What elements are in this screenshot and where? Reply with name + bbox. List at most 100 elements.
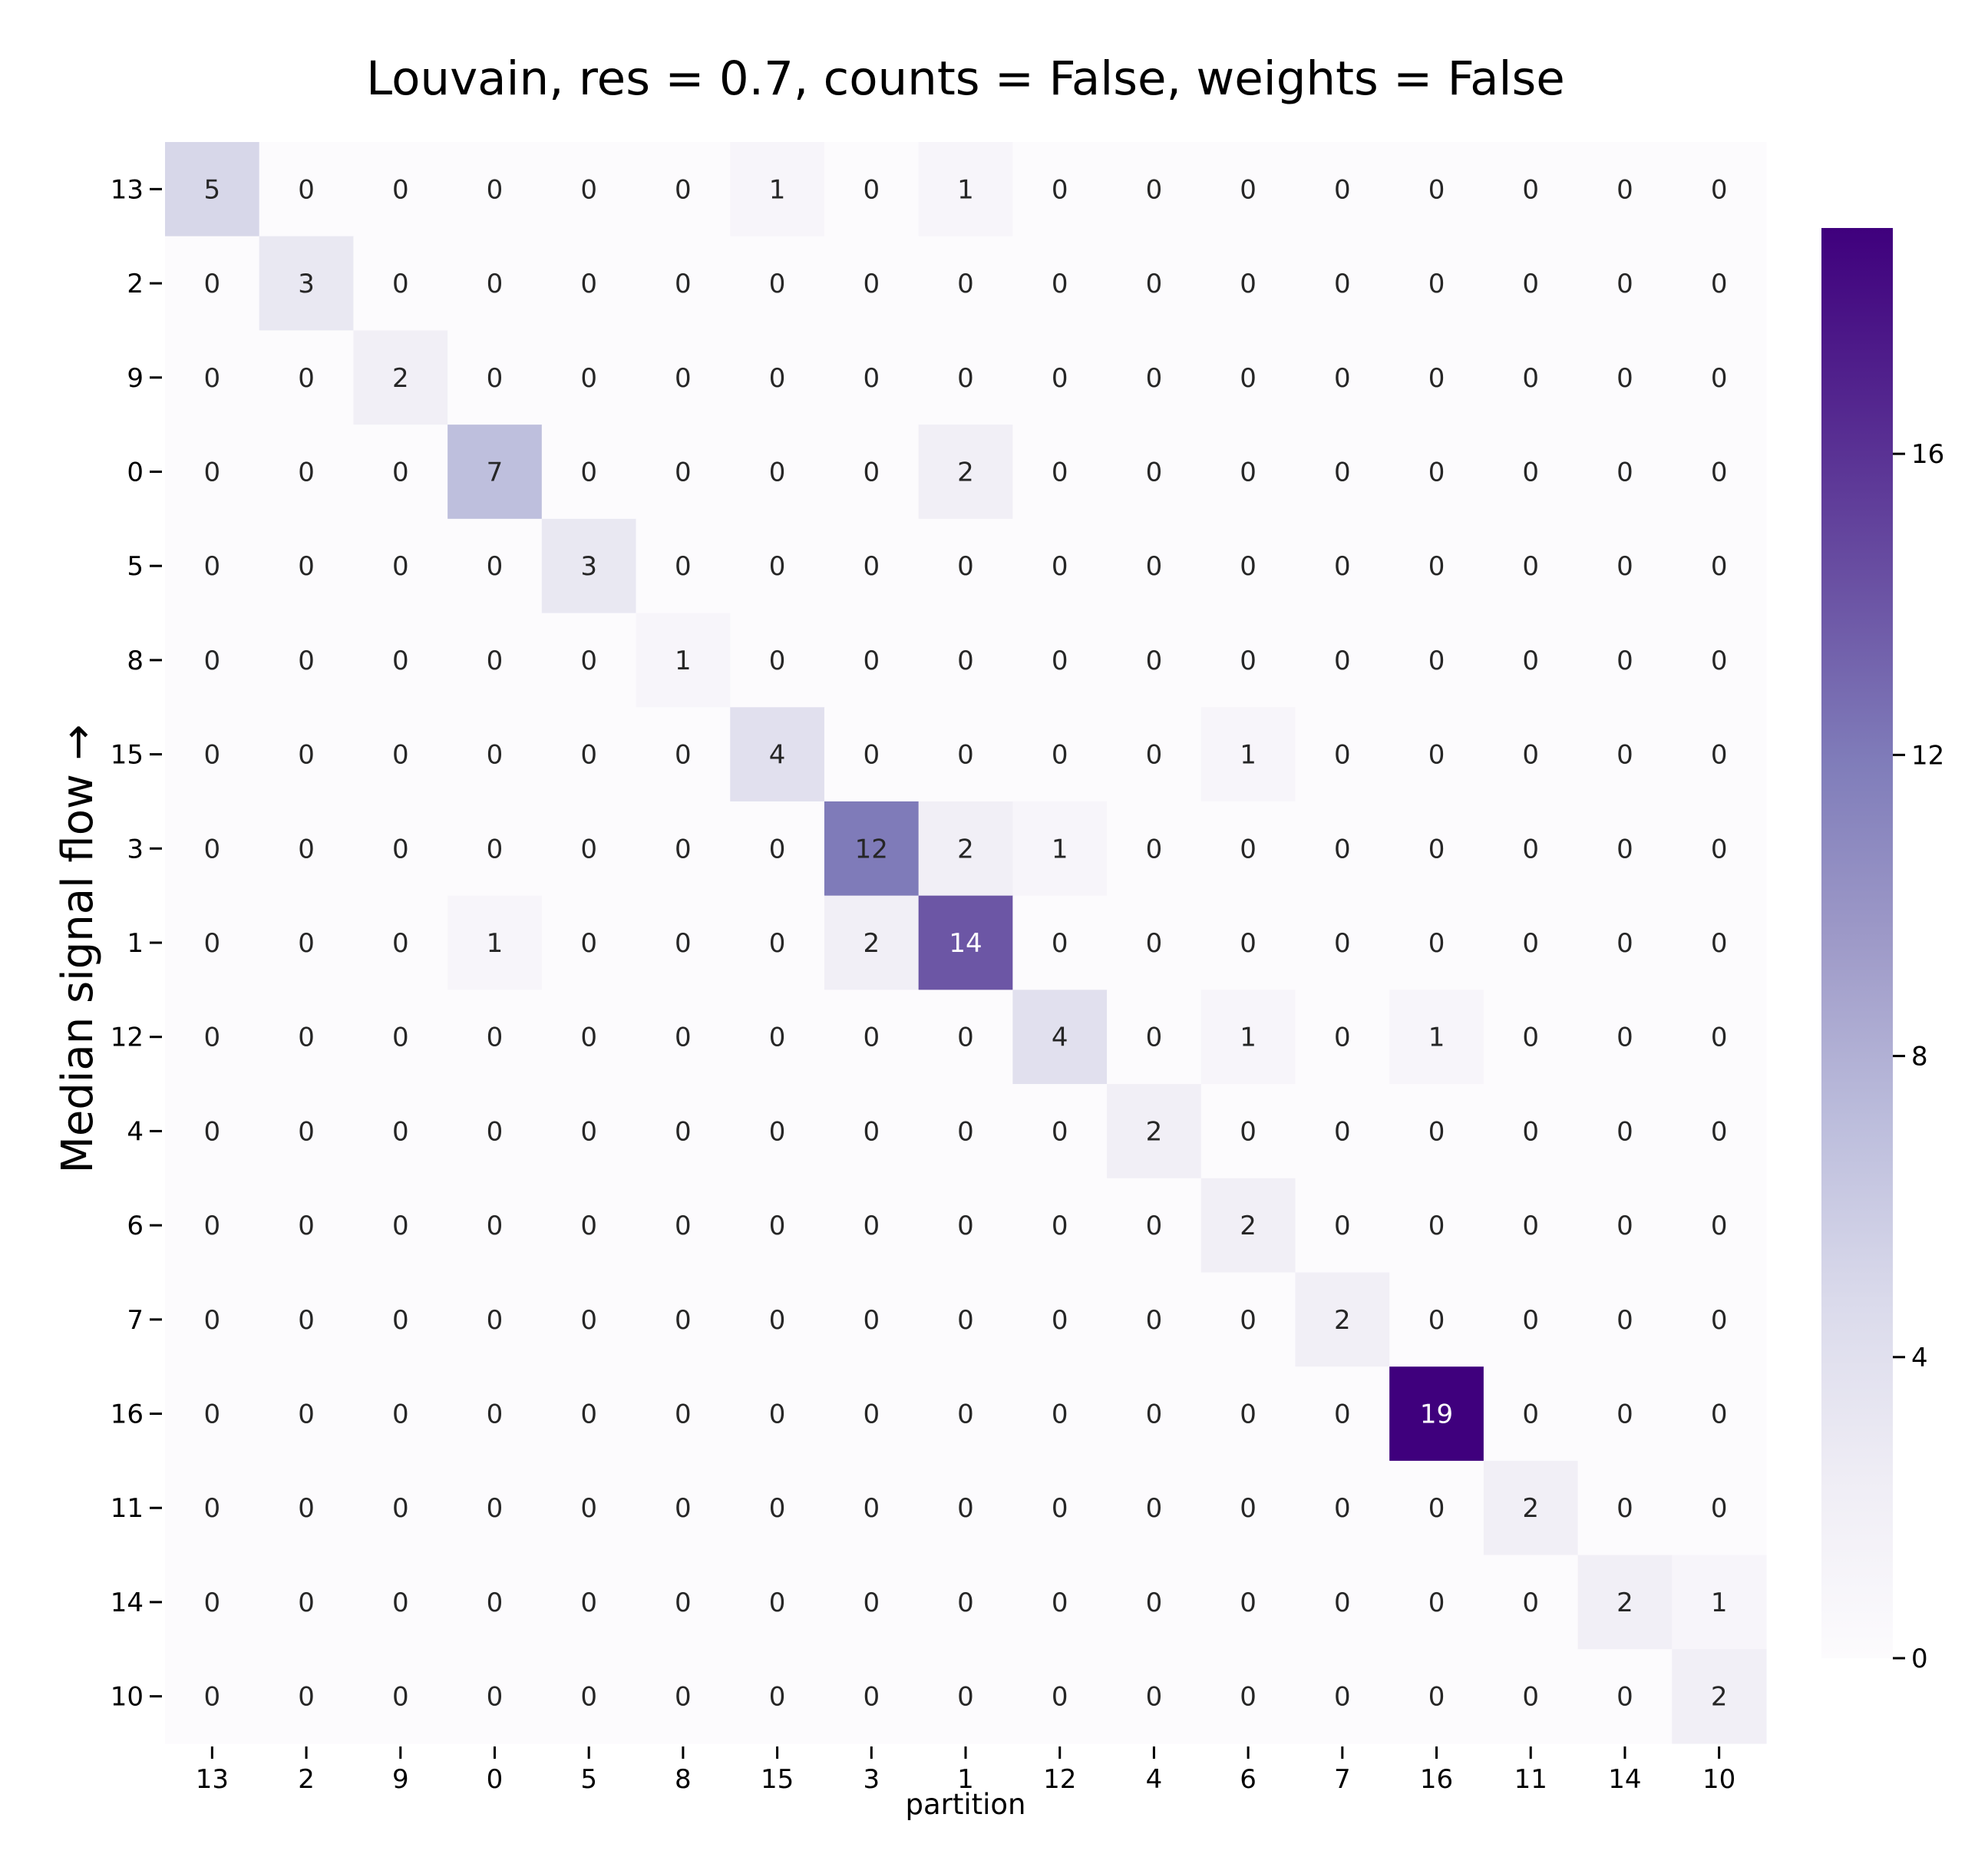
heatmap-cell — [1107, 895, 1202, 990]
cell-value-label: 0 — [1522, 1588, 1539, 1618]
heatmap-cell — [165, 707, 260, 802]
heatmap-cell — [636, 1178, 731, 1274]
x-tick-label: 12 — [1043, 1764, 1076, 1795]
cell-value-label: 0 — [1428, 928, 1445, 959]
heatmap-cell — [1672, 1084, 1767, 1179]
heatmap-cell — [447, 330, 543, 425]
heatmap-cell — [918, 142, 1013, 237]
cell-value-label: 0 — [580, 1116, 597, 1147]
cell-value-label: 0 — [1522, 1116, 1539, 1147]
heatmap-cell — [730, 518, 825, 614]
heatmap-cell — [1389, 1178, 1484, 1274]
x-tick-label: 8 — [675, 1764, 692, 1795]
heatmap-cell — [636, 1366, 731, 1462]
y-tick-label: 2 — [127, 269, 144, 299]
heatmap-cell — [824, 330, 920, 425]
cell-value-label: 0 — [1711, 1211, 1728, 1241]
heatmap-cell — [165, 1460, 260, 1556]
heatmap-cell — [1577, 1084, 1673, 1179]
cell-value-label: 0 — [1146, 1588, 1163, 1618]
heatmap-cell — [447, 1555, 543, 1650]
cell-value-label: 0 — [298, 1493, 315, 1524]
cell-value-label: 0 — [1052, 928, 1068, 959]
heatmap-cell — [824, 1366, 920, 1462]
cell-value-label: 0 — [769, 269, 786, 299]
cell-value-label: 0 — [863, 1682, 880, 1713]
heatmap-cell — [259, 330, 355, 425]
heatmap-cell — [918, 236, 1013, 332]
cell-value-label: 0 — [675, 1116, 692, 1147]
cell-value-label: 0 — [1334, 646, 1351, 676]
cell-value-label: 0 — [1522, 363, 1539, 394]
heatmap-cell — [636, 1272, 731, 1367]
cell-value-label: 0 — [487, 1305, 504, 1336]
cell-value-label: 0 — [957, 646, 974, 676]
cell-value-label: 0 — [1052, 1211, 1068, 1241]
heatmap-cell — [1577, 801, 1673, 897]
cell-value-label: 1 — [1711, 1588, 1728, 1618]
heatmap-cell — [541, 1084, 637, 1179]
cell-value-label: 0 — [1522, 1682, 1539, 1713]
cell-value-label: 0 — [675, 1399, 692, 1430]
cell-value-label: 0 — [298, 551, 315, 582]
heatmap-cell — [1577, 990, 1673, 1085]
cell-value-label: 0 — [1052, 457, 1068, 487]
cell-value-label: 0 — [1334, 174, 1351, 205]
cell-value-label: 0 — [1334, 363, 1351, 394]
heatmap-cell — [1107, 1649, 1202, 1744]
heatmap-cell — [1389, 236, 1484, 332]
cell-value-label: 0 — [1428, 363, 1445, 394]
cell-value-label: 0 — [580, 457, 597, 487]
heatmap-cell — [1577, 518, 1673, 614]
cell-value-label: 1 — [1240, 1023, 1257, 1053]
cell-value-label: 0 — [1428, 1116, 1445, 1147]
x-tick-label: 13 — [196, 1764, 229, 1795]
cell-value-label: 0 — [1334, 928, 1351, 959]
cell-value-label: 0 — [769, 1682, 786, 1713]
cell-value-label: 0 — [204, 1493, 221, 1524]
heatmap-cell — [1483, 1555, 1579, 1650]
heatmap-cell — [1295, 707, 1390, 802]
cell-value-label: 0 — [863, 363, 880, 394]
cell-value-label: 0 — [1240, 363, 1257, 394]
heatmap-cell — [1200, 990, 1296, 1085]
heatmap-cell — [259, 801, 355, 897]
heatmap-cell — [730, 1555, 825, 1650]
cell-value-label: 0 — [1711, 1305, 1728, 1336]
cell-value-label: 0 — [580, 1211, 597, 1241]
cell-value-label: 0 — [957, 269, 974, 299]
cell-value-label: 4 — [1052, 1023, 1068, 1053]
cell-value-label: 0 — [863, 1023, 880, 1053]
heatmap-cell — [353, 895, 448, 990]
cell-value-label: 3 — [298, 269, 315, 299]
heatmap-cell — [918, 801, 1013, 897]
cell-value-label: 0 — [392, 834, 409, 864]
heatmap-cell — [165, 1555, 260, 1650]
cell-value-label: 2 — [1711, 1682, 1728, 1713]
heatmap-cell — [1483, 1649, 1579, 1744]
cell-value-label: 0 — [1616, 1116, 1633, 1147]
heatmap-cell — [1577, 1555, 1673, 1650]
cell-value-label: 0 — [1428, 457, 1445, 487]
heatmap-cell — [918, 425, 1013, 520]
cell-value-label: 0 — [392, 1682, 409, 1713]
cell-value-label: 0 — [298, 928, 315, 959]
cell-value-label: 0 — [1334, 1493, 1351, 1524]
heatmap-cell — [541, 425, 637, 520]
cell-value-label: 0 — [298, 1211, 315, 1241]
cell-value-label: 0 — [1711, 174, 1728, 205]
heatmap-cell — [1389, 142, 1484, 237]
heatmap-cell — [259, 1178, 355, 1274]
heatmap-cell — [824, 1272, 920, 1367]
cell-value-label: 0 — [957, 1211, 974, 1241]
cell-value-label: 0 — [1334, 1682, 1351, 1713]
heatmap-cell — [730, 613, 825, 708]
cell-value-label: 1 — [675, 646, 692, 676]
cell-value-label: 0 — [957, 1023, 974, 1053]
heatmap-cell — [1389, 330, 1484, 425]
cell-value-label: 0 — [1334, 1211, 1351, 1241]
heatmap-cell — [1672, 425, 1767, 520]
cell-value-label: 0 — [580, 1588, 597, 1618]
cell-value-label: 0 — [204, 1682, 221, 1713]
cell-value-label: 0 — [1052, 363, 1068, 394]
